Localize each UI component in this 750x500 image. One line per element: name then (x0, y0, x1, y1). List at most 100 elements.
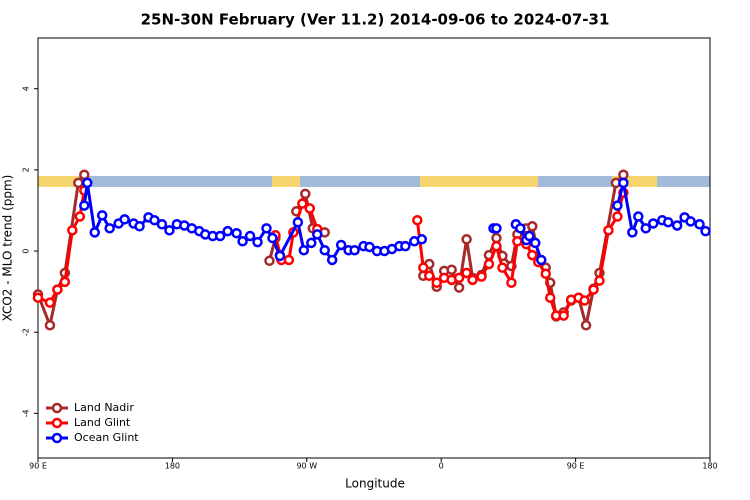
point (594, 275, 605, 286)
point (618, 169, 629, 181)
point (540, 268, 551, 280)
point (149, 214, 160, 226)
land-strip (272, 176, 300, 187)
x-tick-label: 180 (702, 462, 717, 471)
point (237, 236, 248, 247)
y-tick-label: -4 (22, 409, 31, 417)
point (214, 230, 226, 242)
point (424, 270, 435, 282)
legend-marker (51, 417, 63, 429)
legend-label: Land Nadir (74, 401, 134, 414)
point (558, 310, 569, 321)
point (603, 225, 614, 236)
point (467, 274, 478, 286)
point (418, 262, 429, 273)
point (700, 225, 711, 237)
x-tick-label: 90 W (296, 462, 317, 471)
point (453, 282, 465, 293)
x-tick-label: 0 (439, 462, 444, 471)
point (335, 239, 347, 251)
point (446, 264, 457, 275)
point (364, 241, 375, 253)
point (264, 255, 275, 267)
point (59, 276, 71, 288)
point (119, 214, 130, 225)
point (79, 200, 90, 211)
chart-title: 25N-30N February (Ver 11.2) 2014-09-06 t… (141, 11, 610, 29)
point (491, 223, 502, 234)
point (306, 237, 317, 249)
y-tick-label: 2 (22, 167, 31, 172)
point (640, 223, 652, 234)
point (612, 211, 623, 222)
legend-marker (51, 402, 63, 414)
y-tick-label: 4 (22, 86, 31, 91)
point (530, 237, 541, 249)
legend-marker (51, 432, 63, 444)
point (283, 254, 295, 266)
point (491, 240, 502, 252)
point (527, 249, 538, 261)
point (104, 223, 115, 234)
point (694, 219, 705, 230)
point (44, 320, 56, 331)
point (515, 223, 526, 234)
point (497, 262, 508, 273)
point (483, 258, 495, 270)
point (67, 225, 78, 236)
map-strip (38, 176, 710, 187)
series (79, 177, 711, 266)
point (627, 227, 638, 238)
point (671, 220, 683, 231)
x-axis-label: Longitude (345, 477, 405, 491)
point (79, 169, 90, 181)
point (44, 297, 56, 308)
point (74, 211, 86, 222)
point (612, 200, 623, 211)
point (453, 272, 465, 284)
point (579, 295, 590, 306)
point (304, 203, 316, 214)
point (580, 320, 592, 331)
y-tick-label: -2 (22, 328, 31, 336)
point (524, 230, 535, 242)
point (416, 234, 428, 245)
land-strip (38, 176, 79, 187)
point (300, 188, 311, 200)
point (618, 177, 629, 189)
point (662, 216, 674, 228)
ocean-strip (38, 176, 710, 187)
point (476, 271, 487, 282)
x-tick-label: 90 E (567, 462, 585, 471)
point (527, 221, 538, 232)
point (461, 267, 472, 279)
point (96, 210, 108, 221)
plot-frame (37, 37, 711, 459)
point (536, 254, 547, 266)
point (298, 244, 310, 256)
point (164, 225, 175, 236)
point (52, 284, 63, 295)
point (231, 227, 242, 239)
y-axis-label: XCO2 - MLO trend (ppm) (1, 175, 15, 322)
y-tick-label: 0 (22, 248, 31, 253)
legend-label: Ocean Glint (74, 431, 139, 444)
point (274, 250, 286, 262)
point (506, 277, 517, 288)
point (261, 223, 272, 234)
point (633, 211, 644, 222)
x-tick-label: 180 (165, 462, 180, 471)
point (319, 244, 330, 256)
point (89, 227, 100, 238)
point (252, 236, 263, 248)
point (588, 284, 599, 295)
x-tick-label: 90 E (29, 462, 47, 471)
legend-label: Land Glint (74, 416, 131, 429)
point (648, 218, 659, 229)
point (544, 292, 556, 303)
point (685, 216, 696, 227)
point (461, 234, 472, 245)
point (312, 229, 323, 240)
point (412, 214, 423, 226)
